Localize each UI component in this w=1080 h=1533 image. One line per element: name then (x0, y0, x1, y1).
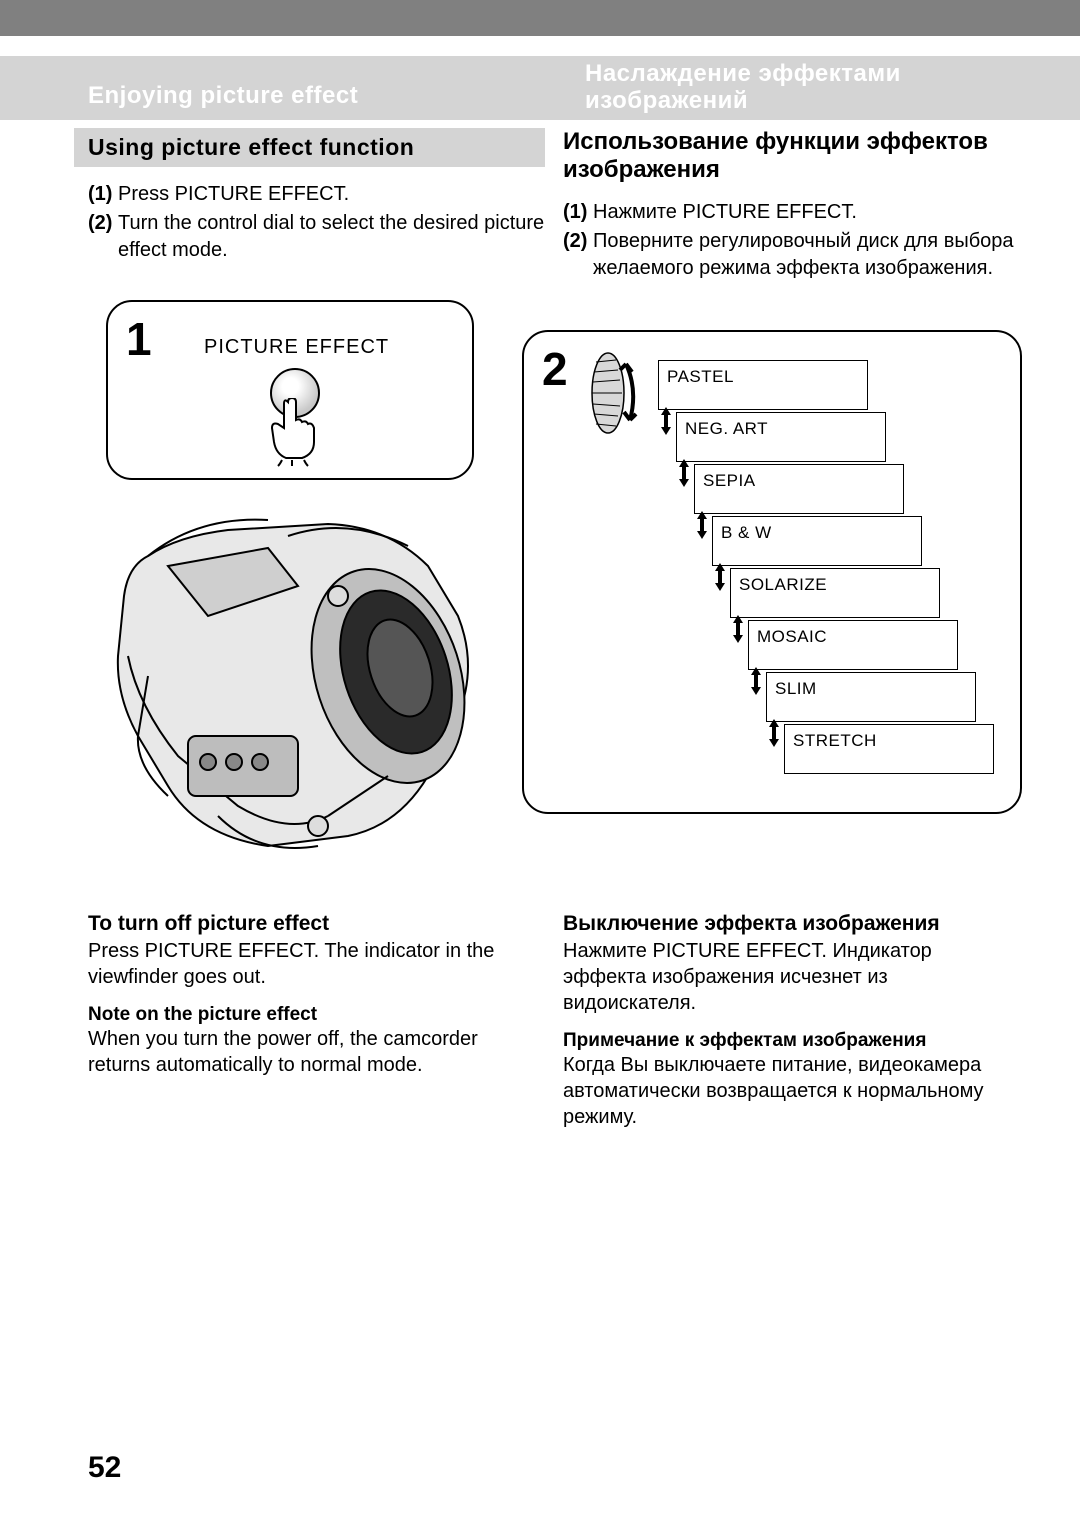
left-section-title: Using picture effect function (74, 128, 545, 167)
effect-label: SEPIA (703, 471, 756, 490)
updown-arrow-icon (691, 509, 713, 541)
updown-arrow-icon (745, 665, 767, 697)
updown-arrow-icon (727, 613, 749, 645)
top-gray-bar (0, 0, 1080, 36)
right-bottom-col: Выключение эффекта изображения Нажмите P… (561, 902, 1080, 1144)
note-body: Когда Вы выключаете питание, видеокамера… (563, 1052, 1020, 1130)
control-dial-icon (586, 350, 638, 436)
effect-box: B & W (712, 516, 922, 566)
right-section-title: Использование функции эффектов изображен… (563, 128, 1020, 183)
turnoff-body: Press PICTURE EFFECT. The indicator in t… (88, 938, 545, 990)
header-right-title: Наслаждение эффектами изображений (583, 56, 1080, 120)
left-column: Using picture effect function (1) Press … (0, 128, 561, 302)
step-item: (1) Нажмите PICTURE EFFECT. (563, 199, 1020, 226)
step-item: (2) Turn the control dial to select the … (88, 210, 545, 264)
step-text: Press PICTURE EFFECT. (118, 181, 545, 208)
step-num: (1) (563, 199, 591, 226)
figure-area: 1 PICTURE EFFECT (88, 300, 1020, 890)
step-item: (1) Press PICTURE EFFECT. (88, 181, 545, 208)
updown-arrow-icon (655, 405, 677, 437)
camcorder-illustration (88, 476, 508, 886)
right-column: Использование функции эффектов изображен… (561, 128, 1080, 302)
effect-label: NEG. ART (685, 419, 768, 438)
effect-box: STRETCH (784, 724, 994, 774)
content-row: Using picture effect function (1) Press … (0, 128, 1080, 302)
figure-2-number: 2 (542, 342, 568, 396)
step-num: (1) (88, 181, 116, 208)
step-num: (2) (563, 228, 591, 282)
effect-box: NEG. ART (676, 412, 886, 462)
step-item: (2) Поверните регулировочный диск для вы… (563, 228, 1020, 282)
step-text: Turn the control dial to select the desi… (118, 210, 545, 264)
note-heading: Note on the picture effect (88, 1004, 545, 1026)
effect-label: SLIM (775, 679, 817, 698)
effect-label: STRETCH (793, 731, 877, 750)
note-body: When you turn the power off, the camcord… (88, 1026, 545, 1078)
effect-box: SLIM (766, 672, 976, 722)
effect-label: B & W (721, 523, 772, 542)
effect-box: SOLARIZE (730, 568, 940, 618)
effect-box: MOSAIC (748, 620, 958, 670)
step-text: Нажмите PICTURE EFFECT. (593, 199, 1020, 226)
hand-press-icon (258, 398, 334, 468)
figure-1-label: PICTURE EFFECT (204, 336, 389, 359)
right-steps: (1) Нажмите PICTURE EFFECT. (2) Повернит… (563, 199, 1020, 282)
page-number: 52 (88, 1451, 121, 1485)
effect-label: SOLARIZE (739, 575, 827, 594)
figure-1-number: 1 (126, 312, 152, 366)
effect-box: PASTEL (658, 360, 868, 410)
step-num: (2) (88, 210, 116, 264)
effect-label: PASTEL (667, 367, 734, 386)
bottom-section: To turn off picture effect Press PICTURE… (0, 902, 1080, 1144)
turnoff-heading: Выключение эффекта изображения (563, 912, 1020, 936)
note-heading: Примечание к эффектам изображения (563, 1030, 1020, 1052)
left-steps: (1) Press PICTURE EFFECT. (2) Turn the c… (88, 181, 545, 264)
figure-2-box: 2 PASTEL NEG. ART SEPIA (522, 330, 1022, 814)
figure-1-box: 1 PICTURE EFFECT (106, 300, 474, 480)
effect-label: MOSAIC (757, 627, 827, 646)
left-bottom-col: To turn off picture effect Press PICTURE… (0, 902, 561, 1144)
turnoff-body: Нажмите PICTURE EFFECT. Индикатор эффект… (563, 938, 1020, 1016)
header-left-title: Enjoying picture effect (0, 56, 583, 120)
step-text: Поверните регулировочный диск для выбора… (593, 228, 1020, 282)
header-band: Enjoying picture effect Наслаждение эффе… (0, 56, 1080, 120)
effect-box: SEPIA (694, 464, 904, 514)
turnoff-heading: To turn off picture effect (88, 912, 545, 936)
updown-arrow-icon (709, 561, 731, 593)
updown-arrow-icon (763, 717, 785, 749)
updown-arrow-icon (673, 457, 695, 489)
